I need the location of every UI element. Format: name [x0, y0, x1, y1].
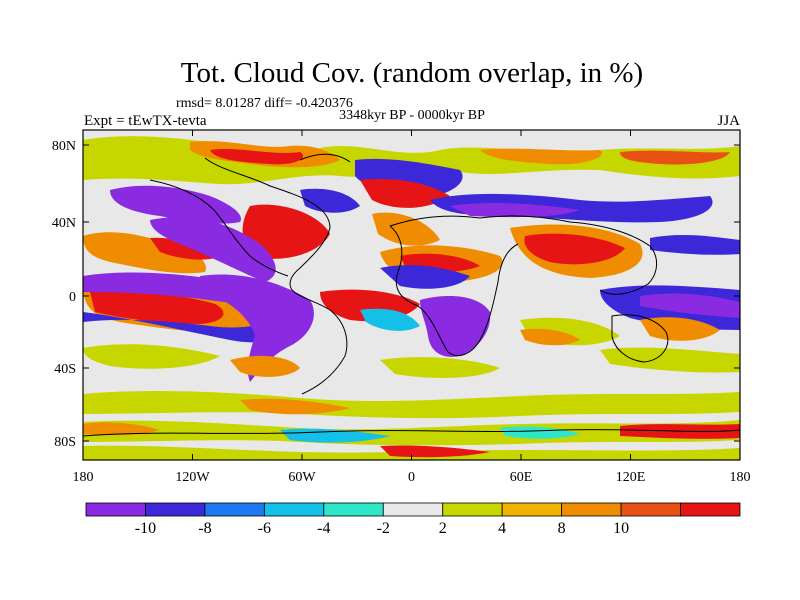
season-label: JJA: [717, 113, 740, 129]
longitude-label: 60E: [510, 470, 533, 485]
period-label: 3348kyr BP - 0000kyr BP: [339, 108, 485, 123]
longitude-label: 120E: [616, 470, 646, 485]
colorbar-swatch: [620, 502, 681, 517]
colorbar-label: 10: [613, 520, 629, 537]
longitude-label: 180: [73, 470, 94, 485]
latitude-label: 40S: [54, 362, 76, 377]
colorbar-swatch: [323, 502, 384, 517]
colorbar-label: 2: [439, 520, 447, 537]
longitude-label: 180: [730, 470, 751, 485]
colorbar-label: 4: [498, 520, 506, 537]
colorbar-label: 8: [558, 520, 566, 537]
latitude-label: 40N: [52, 216, 76, 231]
latitude-label: 80N: [52, 139, 76, 154]
colorbar-swatch: [263, 502, 325, 517]
longitude-label: 60W: [288, 470, 316, 485]
longitude-labels: 180 120W 60W 0 60E 120E 180: [73, 470, 751, 485]
colorbar-swatch: [382, 502, 444, 517]
map-field: [83, 130, 740, 460]
colorbar-swatch: [442, 502, 503, 517]
colorbar: [85, 502, 741, 517]
latitude-label: 80S: [54, 435, 76, 450]
colorbar-label: -6: [258, 520, 271, 537]
colorbar-label: -2: [377, 520, 390, 537]
colorbar-swatch: [145, 502, 206, 517]
colorbar-swatch: [680, 502, 741, 517]
colorbar-label: -4: [317, 520, 330, 537]
experiment-label: Expt = tEwTX-tevta: [84, 113, 207, 129]
stats-label: rmsd= 8.01287 diff= -0.420376: [176, 96, 353, 111]
colorbar-swatch: [561, 502, 622, 517]
colorbar-swatch: [85, 502, 146, 517]
latitude-labels: 80N 40N 0 40S 80S: [52, 139, 76, 450]
longitude-label: 0: [408, 470, 415, 485]
map-title: Tot. Cloud Cov. (random overlap, in %): [181, 57, 643, 89]
colorbar-swatch: [501, 502, 563, 517]
colorbar-swatch: [204, 502, 265, 517]
longitude-label: 120W: [175, 470, 210, 485]
colorbar-label: -8: [198, 520, 211, 537]
latitude-label: 0: [69, 290, 76, 305]
map-ticks: [82, 130, 741, 460]
colorbar-label: -10: [135, 520, 156, 537]
colorbar-labels: -10 -8 -6 -4 -2 2 4 8 10: [135, 520, 629, 537]
